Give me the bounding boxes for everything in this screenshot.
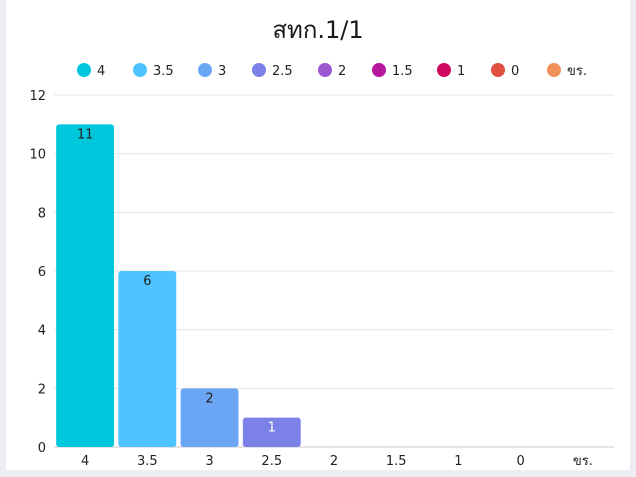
bar-2.5 — [242, 417, 301, 447]
data-label: 6 — [143, 274, 151, 289]
y-tick-label: 4 — [38, 324, 46, 339]
legend-label: 3.5 — [153, 64, 174, 79]
y-tick-label: 10 — [29, 148, 46, 163]
x-axis-ticks: 4 3.5 3 2.5 2 1.5 1 0 ขร. — [81, 454, 593, 469]
data-label: 11 — [77, 127, 94, 142]
legend-label: 2.5 — [272, 64, 293, 79]
legend-marker — [252, 63, 266, 77]
y-tick-label: 0 — [38, 441, 46, 456]
y-axis-ticks: 0 2 4 6 8 10 12 — [29, 89, 46, 456]
x-tick-label: ขร. — [573, 454, 593, 469]
x-tick-label: 3 — [205, 454, 213, 469]
legend-marker — [372, 63, 386, 77]
legend-label: 0 — [511, 64, 519, 79]
bar-4 — [56, 124, 115, 447]
bar-3.5 — [118, 271, 177, 447]
x-tick-label: 3.5 — [137, 454, 158, 469]
legend-marker — [198, 63, 212, 77]
y-tick-label: 2 — [38, 382, 46, 397]
data-label: 2 — [205, 391, 213, 406]
legend-marker — [77, 63, 91, 77]
bar-3 — [180, 388, 239, 447]
x-tick-label: 1.5 — [386, 454, 407, 469]
x-tick-label: 1 — [454, 454, 462, 469]
legend-label: ขร. — [567, 64, 587, 79]
x-tick-label: 2.5 — [261, 454, 282, 469]
y-tick-label: 6 — [38, 265, 46, 280]
legend-marker — [318, 63, 332, 77]
x-tick-label: 4 — [81, 454, 89, 469]
legend-label: 3 — [218, 64, 226, 79]
legend-label: 1 — [457, 64, 465, 79]
legend-label: 4 — [97, 64, 105, 79]
legend-marker — [133, 63, 147, 77]
x-tick-label: 2 — [330, 454, 338, 469]
y-tick-label: 12 — [29, 89, 46, 104]
legend-marker — [491, 63, 505, 77]
x-tick-label: 0 — [517, 454, 525, 469]
legend-marker — [547, 63, 561, 77]
legend-label: 1.5 — [392, 64, 413, 79]
legend-marker — [437, 63, 451, 77]
data-label: 1 — [268, 421, 276, 436]
legend-label: 2 — [338, 64, 346, 79]
chart-title: สทก.1/1 — [272, 16, 364, 44]
bars: 11 6 2 1 — [56, 124, 301, 447]
y-tick-label: 8 — [38, 206, 46, 221]
legend: 4 3.5 3 2.5 2 1.5 1 0 ขร. — [77, 63, 587, 79]
